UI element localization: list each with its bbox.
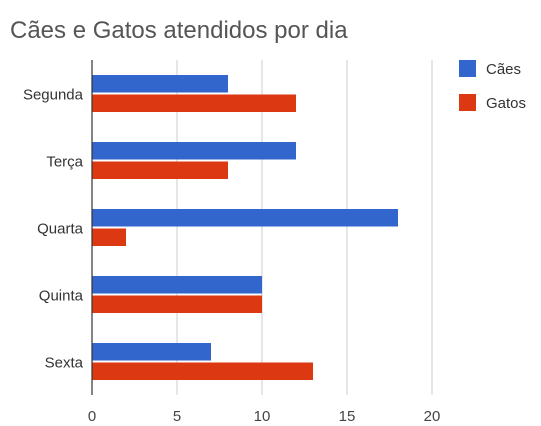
category-label: Quinta — [39, 288, 84, 305]
category-label: Sexta — [45, 355, 84, 372]
bar-gatos-terça — [92, 161, 228, 179]
bar-gatos-quarta — [92, 228, 126, 246]
x-tick-label: 5 — [173, 408, 181, 425]
x-tick-label: 15 — [339, 408, 356, 425]
bars — [92, 75, 398, 380]
bar-gatos-sexta — [92, 362, 313, 380]
bar-gatos-quinta — [92, 295, 262, 313]
bar-gatos-segunda — [92, 94, 296, 112]
category-label: Quarta — [37, 221, 84, 238]
bar-cães-segunda — [92, 75, 228, 93]
chart-title: Cães e Gatos atendidos por dia — [10, 17, 348, 44]
bar-cães-quinta — [92, 276, 262, 294]
legend-label: Cães — [486, 61, 521, 78]
legend: Cães Gatos — [459, 60, 526, 112]
axes: 0 5 10 15 20 Segunda Terça Quarta Quinta Sexta — [23, 60, 440, 425]
bar-cães-sexta — [92, 343, 211, 361]
x-tick-label: 20 — [424, 408, 441, 425]
bar-cães-terça — [92, 142, 296, 160]
grid-lines — [176, 60, 433, 395]
bar-cães-quarta — [92, 209, 398, 227]
legend-label: Gatos — [486, 95, 526, 112]
x-tick-label: 0 — [88, 408, 96, 425]
legend-swatch — [459, 94, 476, 111]
category-label: Terça — [46, 154, 83, 171]
x-tick-label: 10 — [254, 408, 271, 425]
category-label: Segunda — [23, 87, 84, 104]
legend-swatch — [459, 60, 476, 77]
